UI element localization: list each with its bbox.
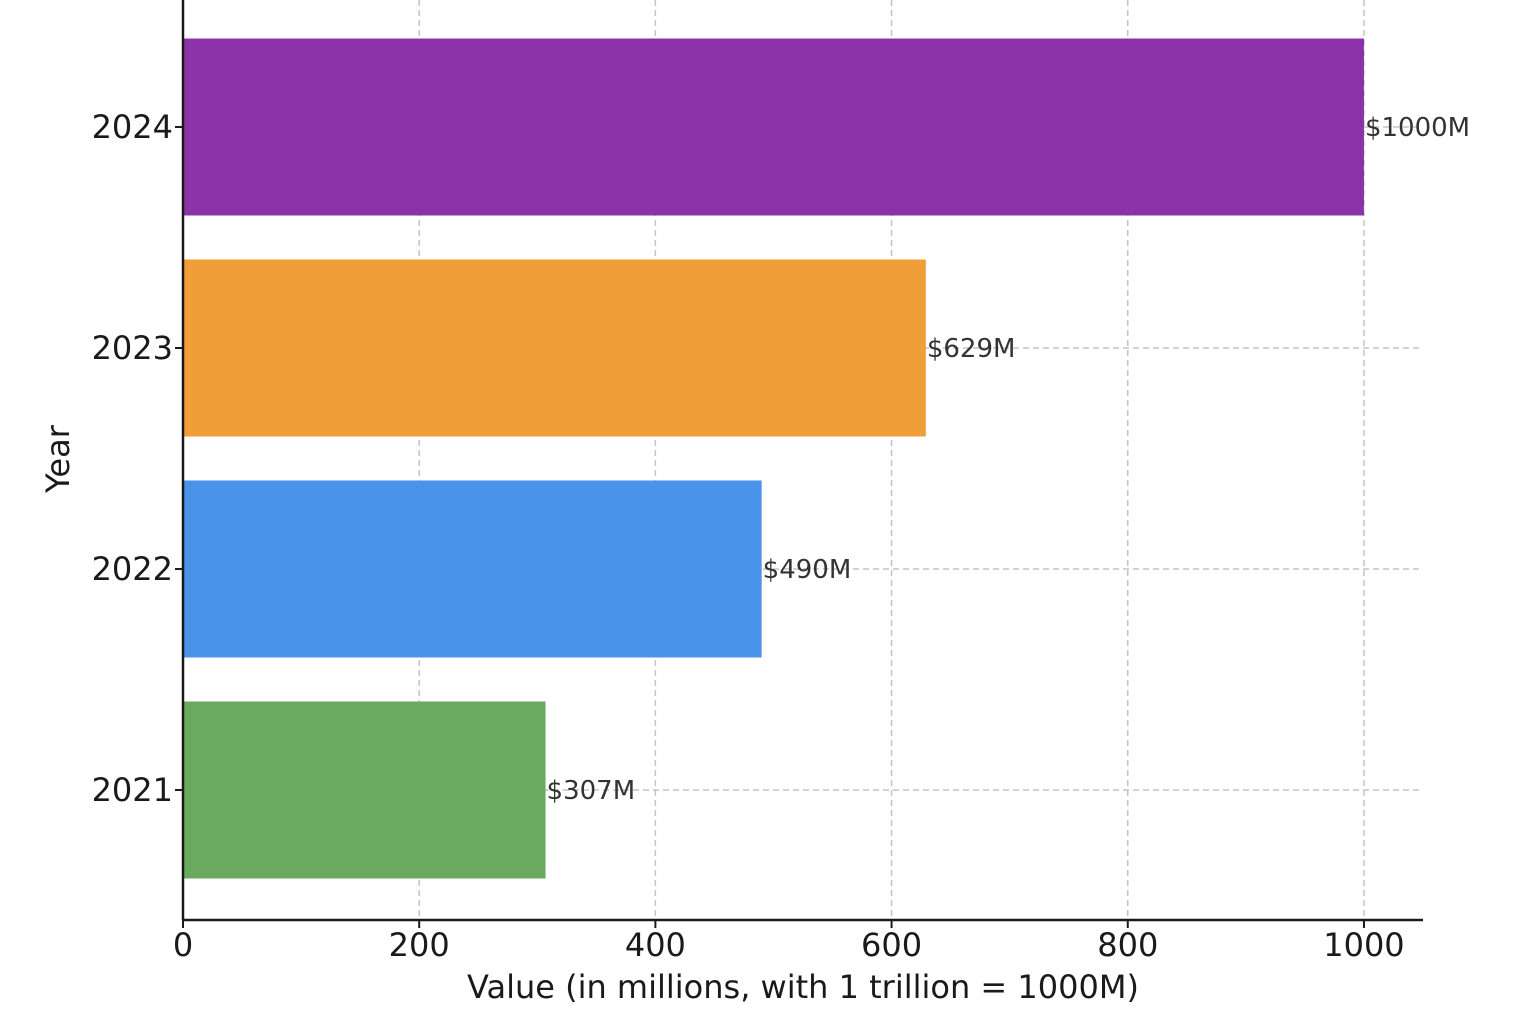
- bar-2021: [183, 701, 546, 879]
- x-tick-label: 1000: [1323, 926, 1404, 964]
- data-label: $629M: [927, 334, 1016, 364]
- bar-2024: [183, 38, 1364, 216]
- x-tick-label: 600: [861, 926, 922, 964]
- x-tick-label: 400: [625, 926, 686, 964]
- x-tick-label: 200: [389, 926, 450, 964]
- x-tick-label: 0: [173, 926, 193, 964]
- y-tick-label: 2024: [92, 108, 173, 146]
- x-tick-label: 800: [1097, 926, 1158, 964]
- y-tick-label: 2023: [92, 329, 173, 367]
- bar-2022: [183, 480, 762, 658]
- y-tick-label: 2021: [92, 771, 173, 809]
- data-label: $307M: [547, 776, 636, 806]
- axes: 0 200 400 600 800 1000 2021 2022 2023 2024: [92, 0, 1423, 964]
- y-axis-title: Year: [39, 424, 77, 494]
- y-tick-label: 2022: [92, 550, 173, 588]
- x-axis-title: Value (in millions, with 1 trillion = 10…: [467, 968, 1139, 1006]
- bars: [183, 38, 1364, 879]
- bar-2023: [183, 259, 926, 437]
- data-label: $490M: [763, 555, 852, 585]
- data-label: $1000M: [1365, 113, 1470, 143]
- data-labels: $307M $490M $629M $1000M: [547, 113, 1471, 806]
